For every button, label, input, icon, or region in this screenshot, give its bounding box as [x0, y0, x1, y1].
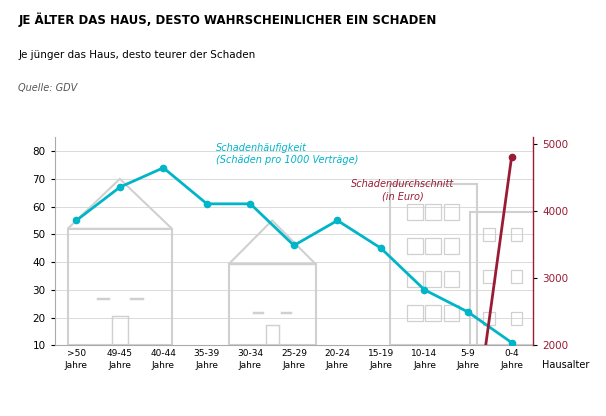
Bar [511, 228, 522, 241]
Text: Schadendurchschnitt
(in Euro): Schadendurchschnitt (in Euro) [351, 178, 454, 201]
Text: Quelle: GDV: Quelle: GDV [18, 83, 78, 93]
Bar [425, 238, 441, 254]
Bar [407, 271, 423, 287]
Bar [281, 312, 291, 313]
Text: Je jünger das Haus, desto teurer der Schaden: Je jünger das Haus, desto teurer der Sch… [18, 50, 256, 60]
Text: Hausalter: Hausalter [542, 360, 590, 370]
Bar [483, 270, 495, 283]
Bar [68, 229, 172, 345]
Bar [265, 325, 279, 345]
Bar [511, 312, 522, 325]
Bar [470, 212, 536, 345]
Bar [425, 305, 441, 321]
Bar [407, 238, 423, 254]
Text: Schadenhäufigkeit
(Schäden pro 1000 Verträge): Schadenhäufigkeit (Schäden pro 1000 Vert… [216, 143, 358, 165]
Bar [444, 204, 459, 220]
Bar [483, 312, 495, 325]
Bar [407, 305, 423, 321]
Text: JE ÄLTER DAS HAUS, DESTO WAHRSCHEINLICHER EIN SCHADEN: JE ÄLTER DAS HAUS, DESTO WAHRSCHEINLICHE… [18, 12, 436, 27]
Bar [253, 312, 264, 313]
Bar [390, 184, 477, 345]
Bar [228, 264, 316, 345]
Bar [407, 204, 423, 220]
Bar [130, 298, 143, 299]
Bar [97, 298, 109, 299]
Bar [112, 316, 128, 345]
Bar [444, 238, 459, 254]
Bar [483, 228, 495, 241]
Bar [511, 270, 522, 283]
Bar [444, 271, 459, 287]
Bar [425, 204, 441, 220]
Bar [425, 271, 441, 287]
Bar [444, 305, 459, 321]
